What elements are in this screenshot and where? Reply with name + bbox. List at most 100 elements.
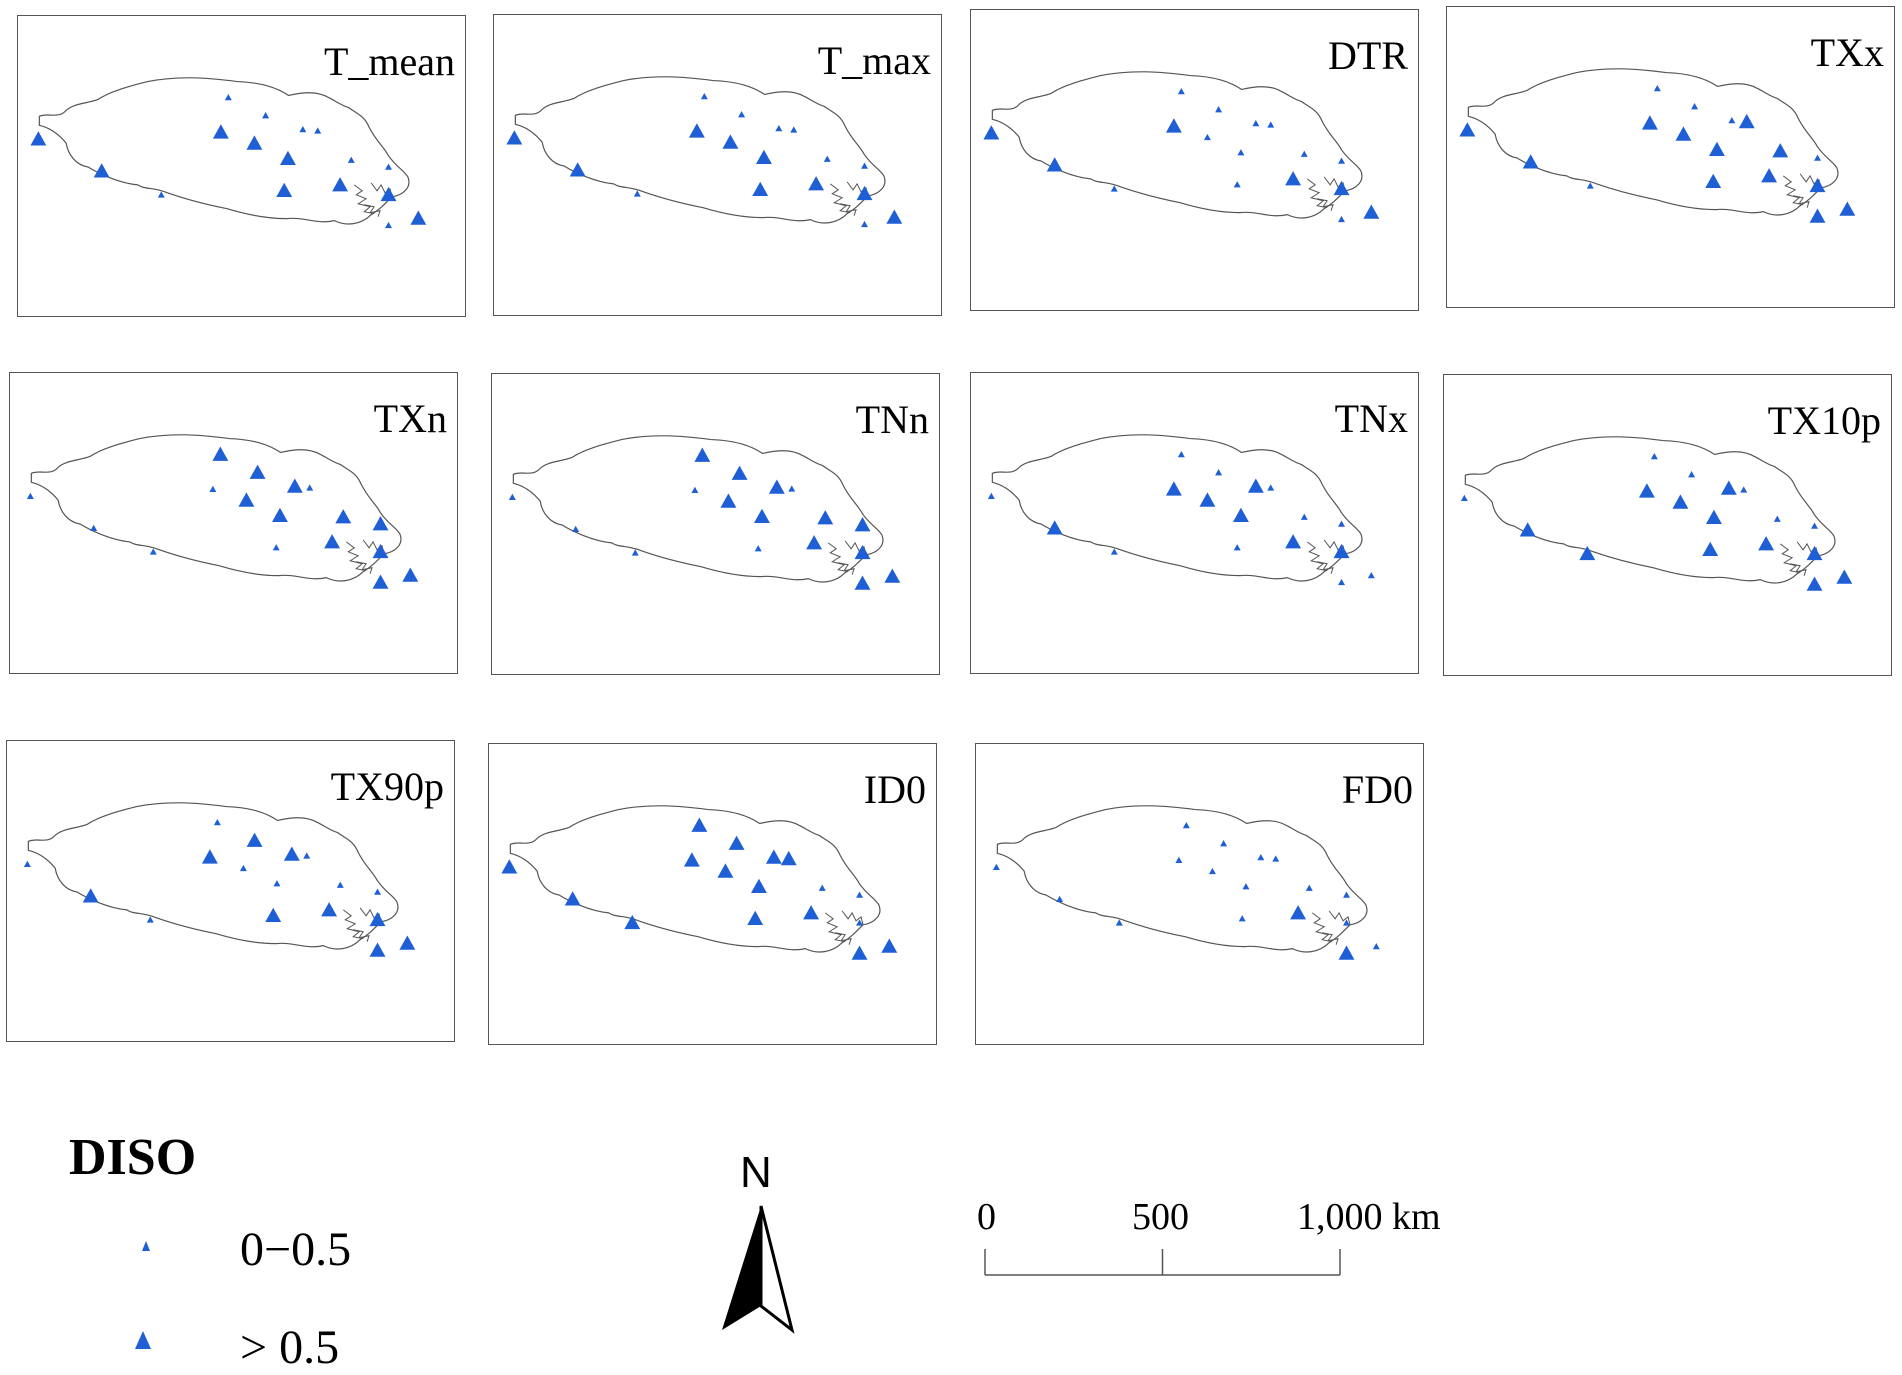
- station-marker-low-15: [861, 220, 868, 228]
- map-panel-tnn: TNn: [491, 373, 940, 675]
- panel-title: T_max: [817, 38, 931, 83]
- station-marker-high-8: [279, 150, 296, 166]
- station-marker-high-16: [1363, 204, 1380, 219]
- station-marker-high-1: [1522, 154, 1539, 169]
- region-map: [30, 77, 427, 229]
- region-map: [23, 802, 416, 957]
- panel-title: TNn: [855, 397, 929, 442]
- station-marker-low-2: [149, 548, 157, 555]
- station-marker-low-6: [1215, 469, 1223, 476]
- station-marker-low-2: [1586, 182, 1594, 189]
- scale-label-0: 0: [977, 1196, 996, 1238]
- station-marker-low-7: [1233, 544, 1241, 551]
- station-marker-high-6: [246, 832, 263, 847]
- station-marker-high-0: [1459, 122, 1476, 137]
- map-panel-txn: TXn: [9, 372, 458, 674]
- station-marker-high-16: [402, 567, 419, 582]
- region-outline: [38, 77, 410, 225]
- map-panel-dtr: DTR: [970, 9, 1419, 311]
- station-marker-high-9: [1720, 480, 1737, 495]
- panel-title: TNx: [1334, 396, 1408, 441]
- station-marker-high-8: [1232, 507, 1249, 523]
- station-marker-low-5: [239, 864, 247, 872]
- station-marker-high-14: [372, 543, 389, 559]
- station-marker-high-7: [265, 907, 282, 922]
- station-marker-low-13: [1814, 154, 1821, 161]
- region-outline: [509, 805, 881, 953]
- station-marker-high-3: [201, 849, 218, 864]
- station-marker-low-13: [856, 891, 863, 898]
- map-panel-txx: TXx: [1446, 6, 1895, 308]
- station-marker-low-13: [385, 163, 392, 170]
- station-marker-low-3: [1175, 856, 1183, 864]
- panel-title: DTR: [1328, 33, 1408, 78]
- station-marker-high-14: [854, 544, 871, 560]
- region-outline: [30, 434, 402, 582]
- station-marker-high-16: [881, 938, 898, 953]
- station-marker-low-10: [314, 127, 322, 134]
- station-marker-high-16: [1839, 201, 1856, 216]
- panel-title: TXn: [373, 396, 447, 441]
- station-marker-high-5: [717, 863, 734, 878]
- station-marker-high-1: [1046, 157, 1063, 172]
- station-marker-high-5: [238, 492, 255, 507]
- station-marker-high-11: [1285, 534, 1302, 549]
- station-marker-high-6: [249, 464, 266, 479]
- station-marker-high-8: [1705, 509, 1722, 525]
- station-marker-low-0: [508, 493, 516, 500]
- station-marker-high-1: [82, 888, 99, 903]
- station-marker-high-9: [765, 849, 782, 864]
- station-marker-low-4: [1177, 450, 1185, 458]
- station-marker-high-1: [569, 162, 586, 177]
- station-marker-low-7: [1233, 181, 1241, 188]
- region-outline: [27, 802, 399, 950]
- station-marker-high-5: [722, 134, 739, 149]
- station-marker-high-11: [321, 902, 338, 917]
- region-map: [1459, 68, 1856, 223]
- station-marker-high-5: [1672, 494, 1689, 509]
- panel-title: ID0: [863, 767, 926, 812]
- station-marker-low-8: [1242, 883, 1250, 890]
- north-arrow-icon: [722, 1205, 795, 1334]
- station-marker-high-15: [369, 942, 386, 957]
- station-marker-low-12: [336, 881, 344, 888]
- station-marker-high-2: [1579, 545, 1596, 561]
- station-marker-low-6: [1215, 106, 1223, 113]
- station-marker-low-14: [1343, 919, 1350, 926]
- station-marker-high-11: [332, 177, 349, 192]
- station-marker-low-4: [700, 92, 708, 100]
- legend-high-triangle-icon: [135, 1331, 151, 1349]
- station-marker-high-14: [369, 911, 386, 927]
- station-marker-high-4: [694, 447, 711, 462]
- panel-title: FD0: [1341, 767, 1413, 812]
- station-marker-high-15: [854, 575, 871, 590]
- station-marker-low-4: [213, 818, 221, 826]
- station-marker-high-3: [1165, 481, 1182, 496]
- station-marker-high-7: [276, 182, 293, 197]
- legend-high-label: > 0.5: [240, 1321, 340, 1374]
- station-marker-high-9: [286, 478, 303, 493]
- panel-title: T_mean: [323, 39, 455, 84]
- region-map: [506, 76, 903, 228]
- scale-label-500: 500: [1132, 1196, 1189, 1238]
- station-marker-high-3: [683, 852, 700, 867]
- station-marker-high-3: [1638, 483, 1655, 498]
- station-marker-low-8: [1237, 149, 1245, 156]
- station-marker-low-10: [1267, 121, 1275, 128]
- station-marker-low-1: [1056, 895, 1064, 902]
- station-marker-high-6: [728, 835, 745, 850]
- station-marker-low-12: [1300, 513, 1308, 520]
- station-marker-high-11: [803, 905, 820, 920]
- station-marker-low-6: [738, 111, 746, 118]
- station-marker-high-8: [755, 149, 772, 165]
- station-marker-high-8: [750, 878, 767, 894]
- river-network: [824, 910, 864, 945]
- region-outline: [512, 435, 884, 583]
- station-marker-high-11: [1761, 168, 1778, 183]
- map-panel-fd0: FD0: [975, 743, 1424, 1045]
- scale-label-1000: 1,000 km: [1297, 1196, 1441, 1238]
- map-panel-tx90p: TX90p: [6, 740, 455, 1042]
- north-arrow-label: N: [740, 1148, 772, 1197]
- station-marker-low-4: [1182, 821, 1190, 829]
- station-marker-high-16: [410, 210, 427, 225]
